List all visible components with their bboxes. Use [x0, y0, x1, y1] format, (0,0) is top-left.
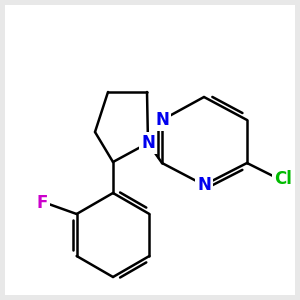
Text: Cl: Cl — [274, 170, 292, 188]
FancyBboxPatch shape — [5, 5, 295, 295]
Text: N: N — [155, 111, 169, 129]
Text: F: F — [37, 194, 48, 212]
Text: N: N — [141, 134, 155, 152]
Text: N: N — [197, 176, 211, 194]
